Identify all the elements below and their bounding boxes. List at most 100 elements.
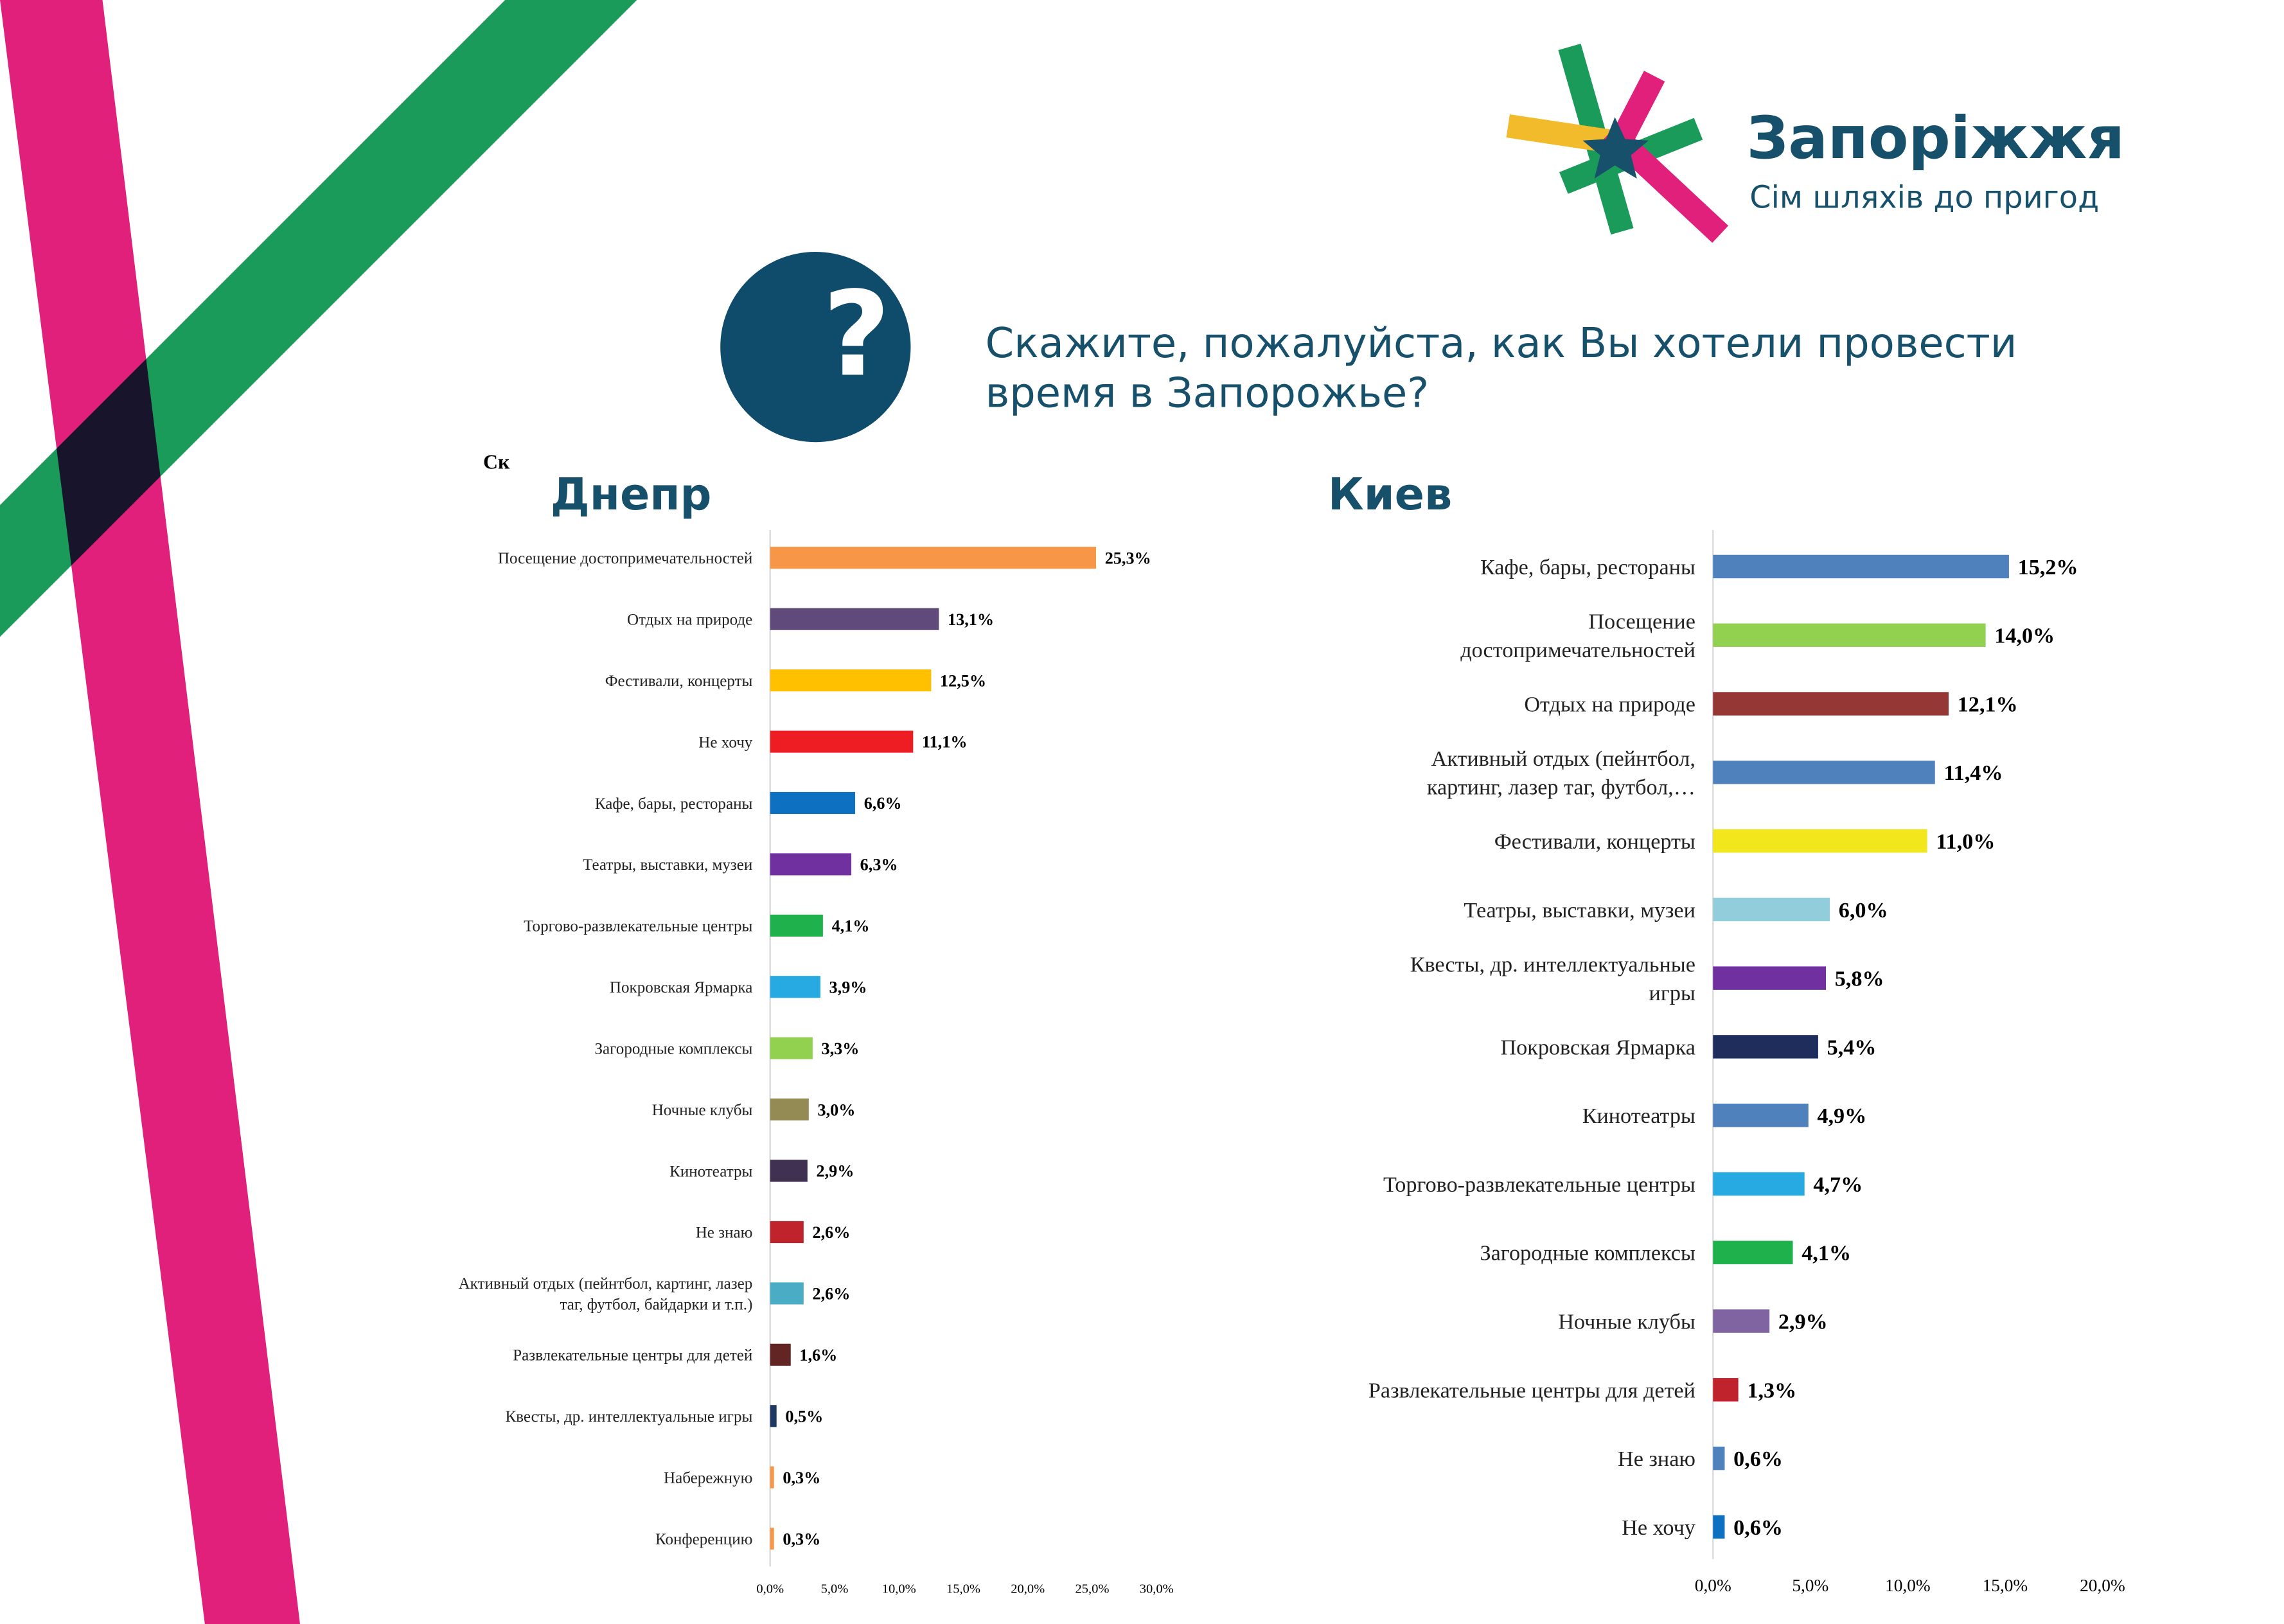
category-label: Фестивали, концерты: [1494, 830, 1695, 854]
bar: [1713, 966, 1827, 990]
bar: [770, 1343, 791, 1366]
x-tick-label: 5,0%: [821, 1582, 849, 1596]
question-mark: ?: [822, 266, 890, 402]
value-label: 2,6%: [812, 1223, 850, 1242]
value-label: 25,3%: [1105, 549, 1151, 567]
x-tick-label: 10,0%: [882, 1582, 916, 1596]
value-label: 4,1%: [832, 917, 870, 935]
category-label: Не знаю: [1618, 1447, 1695, 1471]
category-label: Ночные клубы: [652, 1102, 753, 1119]
question-line: время в Запорожье?: [986, 370, 1429, 418]
category-label: Кинотеатры: [1582, 1104, 1695, 1128]
category-label: Активный отдых (пейнтбол, картинг, лазер…: [459, 1275, 753, 1314]
value-label: 1,6%: [799, 1346, 837, 1364]
category-label: Загородные комплексы: [1480, 1242, 1695, 1266]
category-label: Не знаю: [696, 1224, 753, 1242]
logo-title: Запоріжжя: [1747, 104, 2125, 172]
bar: [770, 547, 1097, 569]
category-label: Торгово-развлекательные центры: [524, 918, 752, 935]
value-label: 11,0%: [1936, 830, 1995, 854]
category-label: Посещение достопримечательностей: [1460, 610, 1695, 662]
x-tick-label: 15,0%: [1983, 1576, 2028, 1595]
chart-title: Киев: [1328, 470, 1452, 520]
category-label: Покровская Ярмарка: [1500, 1036, 1695, 1059]
value-label: 6,3%: [860, 856, 898, 874]
logo: [1506, 43, 1729, 243]
x-tick-label: 20,0%: [2080, 1576, 2125, 1595]
category-label: Загородные комплексы: [594, 1040, 752, 1057]
category-label: Развлекательные центры для детей: [1368, 1379, 1695, 1402]
category-label: Квесты, др. интеллектуальные игры: [505, 1408, 752, 1425]
bar: [1713, 1240, 1793, 1264]
value-label: 6,0%: [1839, 899, 1888, 922]
category-label: Покровская Ярмарка: [610, 979, 752, 996]
value-label: 11,4%: [1943, 761, 2003, 785]
value-label: 3,3%: [822, 1039, 860, 1058]
question-line: Скажите, пожалуйста, как Вы хотели прове…: [986, 320, 2017, 367]
bar: [1713, 761, 1935, 784]
bar: [770, 730, 914, 753]
category-label: Не хочу: [1622, 1516, 1695, 1540]
value-label: 0,3%: [783, 1530, 820, 1548]
value-label: 0,6%: [1733, 1447, 1783, 1471]
bar: [1713, 692, 1949, 716]
category-label: Отдых на природе: [1524, 693, 1695, 716]
value-label: 1,3%: [1747, 1379, 1796, 1402]
category-label: Театры, выставки, музеи: [583, 856, 752, 874]
category-label: Отдых на природе: [627, 611, 752, 628]
value-label: 4,1%: [1802, 1242, 1851, 1266]
bar: [1713, 1103, 1809, 1127]
x-tick-label: 0,0%: [756, 1582, 784, 1596]
x-tick-label: 20,0%: [1011, 1582, 1045, 1596]
pink-stripe: [0, 0, 300, 1624]
bar: [770, 1221, 804, 1244]
bar: [1713, 1446, 1725, 1470]
bar: [1713, 897, 1830, 922]
bar: [770, 914, 823, 937]
category-label: Конференцию: [655, 1531, 752, 1548]
bar: [1713, 1515, 1725, 1539]
value-label: 13,1%: [948, 610, 994, 629]
value-label: 6,6%: [864, 794, 902, 813]
x-tick-label: 25,0%: [1076, 1582, 1110, 1596]
x-tick-label: 5,0%: [1792, 1576, 1828, 1595]
value-label: 11,1%: [922, 733, 968, 752]
value-label: 2,9%: [817, 1162, 854, 1181]
x-tick-label: 0,0%: [1695, 1576, 1731, 1595]
value-label: 3,9%: [829, 978, 867, 996]
value-label: 4,7%: [1813, 1173, 1863, 1197]
category-label: Кинотеатры: [669, 1163, 752, 1180]
x-tick-label: 10,0%: [1885, 1576, 1931, 1595]
category-label: Торгово-развлекательные центры: [1383, 1173, 1695, 1197]
bar: [1713, 1378, 1739, 1402]
value-label: 0,3%: [783, 1469, 820, 1487]
value-label: 5,8%: [1835, 967, 1884, 991]
x-tick-label: 15,0%: [946, 1582, 980, 1596]
logo-subtitle: Сім шляхів до пригод: [1749, 181, 2099, 216]
category-label: Квесты, др. интеллектуальные игры: [1410, 953, 1695, 1005]
category-label: Фестивали, концерты: [605, 673, 753, 690]
bar: [1713, 1035, 1818, 1059]
value-label: 12,1%: [1958, 693, 2018, 716]
category-label: Активный отдых (пейнтбол, картинг, лазер …: [1427, 747, 1695, 799]
bar: [1713, 554, 2009, 579]
bar: [770, 1466, 774, 1488]
bar: [1713, 1172, 1805, 1196]
value-label: 4,9%: [1817, 1104, 1866, 1128]
bar: [770, 1282, 804, 1305]
category-label: Кафе, бары, рестораны: [595, 795, 753, 813]
value-label: 2,9%: [1778, 1310, 1828, 1334]
category-label: Не хочу: [698, 734, 753, 751]
bar: [770, 669, 932, 692]
category-label: Театры, выставки, музеи: [1464, 899, 1695, 922]
value-label: 14,0%: [1994, 624, 2055, 648]
value-label: 12,5%: [940, 671, 986, 690]
bar: [770, 1405, 777, 1427]
value-label: 5,4%: [1827, 1036, 1877, 1059]
bar: [770, 608, 939, 630]
category-label: Набережную: [664, 1469, 752, 1487]
bar: [1713, 829, 1927, 853]
bar: [770, 853, 852, 876]
value-label: 2,6%: [812, 1285, 850, 1303]
